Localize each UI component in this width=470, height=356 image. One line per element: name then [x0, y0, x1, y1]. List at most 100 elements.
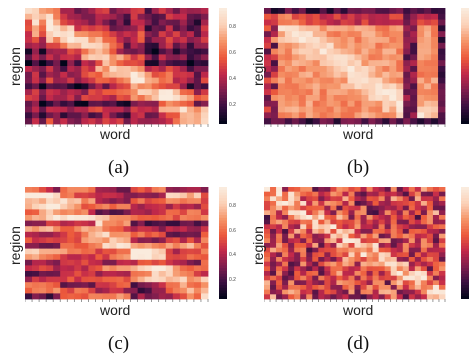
- heatmap-cell: [354, 100, 362, 107]
- heatmap-cell: [151, 106, 160, 113]
- heatmap-cell: [342, 224, 349, 230]
- heatmap-cell: [200, 192, 209, 199]
- heatmap-cell: [32, 192, 40, 199]
- heatmap-cell: [270, 280, 277, 286]
- colorbar-step: [461, 34, 469, 38]
- heatmap-cell: [312, 196, 319, 202]
- heatmap-cell: [318, 271, 325, 277]
- heatmap-cell: [193, 77, 202, 84]
- heatmap-cell: [403, 100, 411, 107]
- heatmap-cell: [165, 237, 174, 244]
- heatmap-cell: [144, 231, 153, 238]
- heatmap-cell: [270, 224, 277, 230]
- heatmap-cell: [151, 220, 160, 227]
- heatmap-cell: [312, 257, 319, 263]
- heatmap-cell: [389, 60, 397, 67]
- heatmap-cell: [200, 248, 209, 255]
- heatmap-cell: [88, 100, 96, 107]
- heatmap-cell: [360, 280, 367, 286]
- colorbar-step: [461, 51, 469, 55]
- heatmap-cell: [151, 89, 160, 96]
- heatmap-cell: [298, 95, 307, 102]
- heatmap-cell: [348, 247, 355, 253]
- heatmap-cell: [288, 294, 295, 300]
- heatmap-cell: [264, 261, 271, 267]
- colorbar-step: [461, 215, 469, 219]
- heatmap-cell: [420, 201, 428, 207]
- heatmap-cell: [264, 285, 271, 291]
- heatmap-cell: [390, 238, 398, 244]
- heatmap-cell: [414, 224, 422, 230]
- heatmap-cell: [414, 201, 422, 207]
- heatmap-cell: [333, 100, 341, 107]
- heatmap-cell: [81, 71, 89, 78]
- heatmap-cell: [179, 83, 188, 90]
- colorbar-step: [461, 220, 469, 224]
- heatmap-cell: [319, 77, 328, 84]
- colorbar-step: [219, 237, 227, 241]
- heatmap-cell: [179, 287, 188, 294]
- heatmap-cell: [294, 252, 301, 258]
- heatmap-cell: [144, 95, 153, 102]
- heatmap-cell: [67, 8, 75, 15]
- heatmap-cell: [25, 287, 33, 294]
- heatmap-cell: [53, 118, 61, 125]
- heatmap-cell: [402, 201, 410, 207]
- heatmap-cell: [60, 71, 68, 78]
- heatmap-cell: [53, 112, 61, 119]
- heatmap-cell: [109, 89, 117, 96]
- heatmap-cell: [375, 89, 383, 96]
- heatmap-cell: [200, 198, 209, 205]
- heatmap-cell: [390, 261, 398, 267]
- heatmap-cell: [151, 8, 160, 15]
- heatmap-cell: [144, 254, 153, 261]
- heatmap-cell: [144, 66, 153, 73]
- heatmap-cell: [60, 226, 68, 233]
- heatmap-cell: [300, 294, 307, 300]
- heatmap-cell: [306, 224, 313, 230]
- heatmap-cell: [414, 294, 422, 300]
- heatmap-cell: [336, 238, 343, 244]
- ylabel-b: region: [250, 47, 266, 86]
- heatmap-cell: [200, 60, 209, 67]
- heatmap-cell: [324, 210, 331, 216]
- heatmap-cell: [324, 196, 331, 202]
- heatmap-cell: [282, 210, 289, 216]
- heatmap-cell: [158, 37, 167, 44]
- heatmap-cell: [396, 252, 404, 258]
- colorbar-step: [219, 68, 227, 73]
- heatmap-cell: [408, 261, 416, 267]
- heatmap-cell: [361, 66, 369, 73]
- heatmap-cell: [284, 25, 293, 32]
- heatmap-cell: [39, 254, 47, 261]
- heatmap-cell: [158, 220, 167, 227]
- heatmap-cell: [172, 187, 181, 193]
- heatmap-cell: [102, 112, 110, 119]
- heatmap-cell: [88, 13, 96, 20]
- heatmap-cell: [46, 19, 54, 26]
- heatmap-cell: [102, 89, 110, 96]
- heatmap-cell: [408, 289, 416, 295]
- heatmap-cell: [32, 248, 40, 255]
- heatmap-cell: [410, 66, 418, 73]
- heatmap-cell: [270, 261, 277, 267]
- heatmap-cell: [298, 48, 307, 55]
- heatmap-cell: [123, 71, 131, 78]
- heatmap-cell: [102, 198, 110, 205]
- heatmap-cell: [417, 8, 425, 15]
- heatmap-cell: [88, 25, 96, 32]
- heatmap-cell: [179, 220, 188, 227]
- heatmap-cell: [431, 54, 439, 61]
- heatmap-cell: [410, 60, 418, 67]
- heatmap-cell: [95, 198, 103, 205]
- heatmap-cell: [172, 66, 181, 73]
- heatmap-cell: [264, 25, 272, 32]
- heatmap-cell: [389, 37, 397, 44]
- heatmap-cell: [32, 106, 40, 113]
- heatmap-cell: [102, 265, 110, 272]
- heatmap-cell: [426, 229, 434, 235]
- heatmap-cell: [432, 252, 440, 258]
- heatmap-cell: [186, 287, 195, 294]
- heatmap-cell: [95, 287, 103, 294]
- heatmap-cell: [361, 95, 369, 102]
